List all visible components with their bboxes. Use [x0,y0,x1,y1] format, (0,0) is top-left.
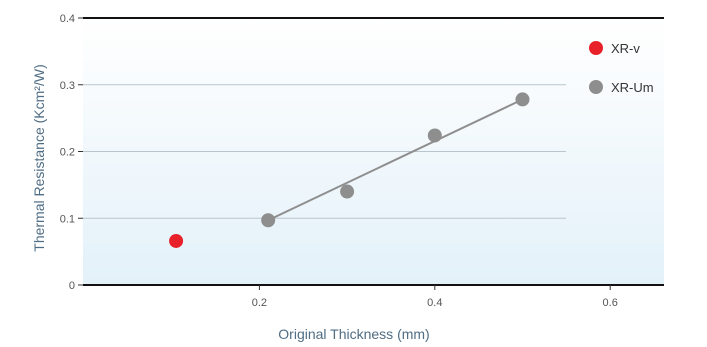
data-point-xr-um [427,128,442,143]
gridlines [83,84,566,219]
y-tick-label: 0.4 [60,13,75,25]
data-point-xr-v [169,233,184,248]
legend-label-xr-um: XR-Um [611,80,654,95]
y-tick-label: 0.2 [60,147,75,159]
x-tick-label: 0.4 [427,297,442,309]
y-tick-label: 0.3 [60,80,75,92]
tick-labels: 0 0.1 0.2 0.3 0.4 0.2 0.4 0.6 [60,13,618,309]
x-axis-label: Original Thickness (mm) [278,326,429,342]
y-tick-label: 0 [69,280,75,292]
legend-label-xr-v: XR-v [611,41,640,56]
data-point-xr-um [340,184,355,199]
legend: XR-v XR-Um [589,41,654,95]
axes [78,17,664,290]
legend-marker-xr-v [589,41,603,55]
data-series [169,92,530,248]
trend-line-xr-um [267,98,523,222]
legend-marker-xr-um [589,80,603,94]
data-point-xr-um [515,92,530,107]
data-point-xr-um [261,213,276,228]
x-tick-label: 0.6 [603,297,618,309]
y-axis-label: Thermal Resistance (Kcm²/W) [31,64,47,251]
x-tick-label: 0.2 [252,297,267,309]
y-tick-label: 0.1 [60,213,75,225]
